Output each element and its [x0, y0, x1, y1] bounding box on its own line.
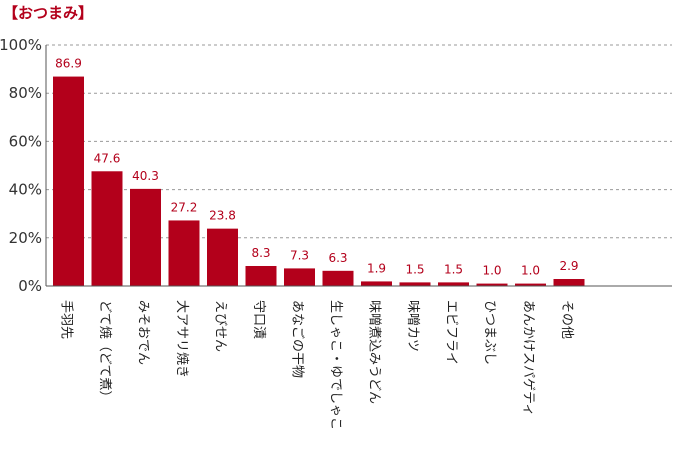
bar: [91, 171, 123, 286]
bar: [322, 270, 354, 286]
bar: [399, 282, 431, 286]
category-label: ひつまぶし: [482, 300, 497, 365]
data-label: 2.9: [559, 259, 578, 273]
bar: [284, 268, 315, 286]
bars: [53, 76, 585, 286]
data-label: 1.9: [367, 261, 386, 275]
bar: [515, 283, 546, 286]
y-tick-label: 100%: [0, 36, 42, 54]
category-label: その他: [559, 300, 574, 339]
y-axis-ticks: 0% 20% 40% 60% 80% 100%: [0, 36, 42, 295]
category-label: みそおでん: [136, 300, 151, 365]
bar: [245, 265, 277, 286]
category-label: 味噌カツ: [405, 300, 420, 352]
bar: [53, 76, 84, 286]
bar: [168, 220, 200, 286]
category-label: エビフライ: [444, 300, 459, 365]
data-label: 8.3: [251, 246, 270, 260]
bar: [361, 281, 392, 286]
y-tick-label: 60%: [9, 132, 42, 150]
category-label: えびせん: [213, 300, 228, 352]
y-tick-label: 80%: [9, 84, 42, 102]
data-label: 6.3: [328, 251, 347, 265]
category-label: 味噌煮込みうどん: [367, 300, 382, 404]
category-label: 手羽先: [59, 300, 74, 339]
y-tick-label: 0%: [18, 277, 42, 295]
data-label: 1.5: [405, 262, 424, 276]
bar: [476, 283, 508, 286]
data-label: 1.0: [521, 264, 540, 278]
data-label: 40.3: [132, 169, 159, 183]
category-label: 大アサリ焼き: [174, 300, 189, 378]
y-tick-label: 40%: [9, 181, 42, 199]
category-labels: 手羽先 どて焼（どて煮） みそおでん 大アサリ焼き えびせん 守口漬 あなごの干物 生しゃこ・…: [59, 300, 575, 430]
category-label: どて焼（どて煮）: [97, 300, 112, 403]
category-label: 守口漬: [251, 300, 266, 339]
data-label: 1.5: [444, 262, 463, 276]
data-label: 1.0: [482, 264, 501, 278]
category-label: 生しゃこ・ゆでしゃこ: [328, 300, 343, 430]
data-label: 86.9: [55, 57, 82, 71]
data-label: 7.3: [290, 248, 309, 262]
bar: [553, 279, 585, 286]
bar: [130, 188, 161, 286]
category-label: あなごの干物: [290, 300, 306, 378]
chart-title: 【おつまみ】: [3, 4, 94, 22]
data-label: 23.8: [209, 209, 236, 223]
category-label: あんかけスパゲティ: [521, 300, 536, 416]
data-label: 27.2: [171, 200, 198, 214]
data-labels: 86.9 47.6 40.3 27.2 23.8 8.3 7.3 6.3 1.9 1.5 1.5 1.…: [55, 57, 578, 278]
data-label: 47.6: [94, 151, 121, 165]
y-tick-label: 20%: [9, 229, 42, 247]
bar: [207, 228, 238, 286]
bar: [438, 282, 469, 286]
